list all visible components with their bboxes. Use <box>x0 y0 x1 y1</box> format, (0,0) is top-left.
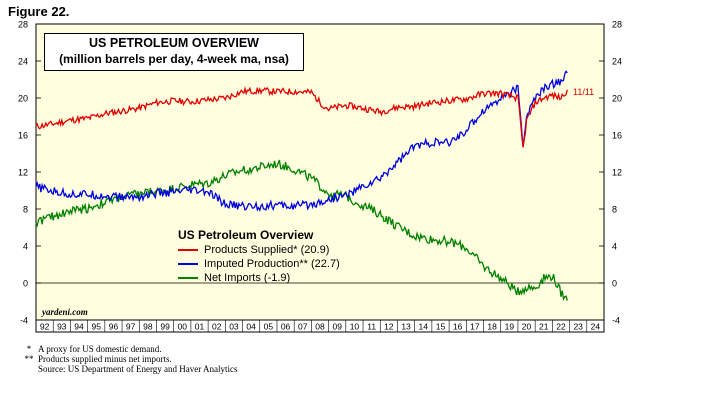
y-tick-label-left: 28 <box>18 20 28 30</box>
x-tick-label: 23 <box>573 322 583 332</box>
legend-label: Imputed Production** (22.7) <box>204 258 340 270</box>
y-tick-label-left: -4 <box>20 316 28 326</box>
x-tick-label: 12 <box>384 322 394 332</box>
x-tick-label: 21 <box>539 322 549 332</box>
legend-swatch-red <box>178 249 198 251</box>
y-tick-label-left: 8 <box>23 205 28 215</box>
y-tick-label-left: 0 <box>23 279 28 289</box>
legend-item-net-imports: Net Imports (-1.9) <box>178 271 340 285</box>
x-tick-label: 18 <box>487 322 497 332</box>
y-tick-label-right: 20 <box>612 94 622 104</box>
x-tick-label: 11 <box>367 322 376 332</box>
legend-label: Net Imports (-1.9) <box>204 272 291 284</box>
x-tick-label: 03 <box>229 322 239 332</box>
y-tick-label-right: 0 <box>612 279 617 289</box>
x-tick-label: 97 <box>126 322 136 332</box>
legend-item-imputed-production: Imputed Production** (22.7) <box>178 257 340 271</box>
x-tick-label: 02 <box>212 322 222 332</box>
y-tick-label-right: 24 <box>612 57 622 67</box>
x-tick-label: 19 <box>505 322 515 332</box>
y-tick-label-right: 28 <box>612 20 622 30</box>
x-tick-label: 24 <box>591 322 601 332</box>
x-tick-label: 16 <box>453 322 463 332</box>
x-tick-label: 04 <box>246 322 256 332</box>
legend: US Petroleum Overview Products Supplied*… <box>178 228 340 285</box>
x-tick-label: 10 <box>350 322 360 332</box>
end-date-label: 11/11 <box>573 87 595 97</box>
y-tick-label-right: 16 <box>612 131 622 141</box>
legend-item-products-supplied: Products Supplied* (20.9) <box>178 243 340 257</box>
x-tick-label: 92 <box>40 322 50 332</box>
footnote-text: Products supplied minus net imports. <box>38 354 172 364</box>
series-line-blue <box>35 70 568 212</box>
y-tick-label-left: 12 <box>18 168 28 178</box>
x-tick-label: 17 <box>470 322 480 332</box>
x-tick-label: 22 <box>556 322 566 332</box>
x-tick-label: 01 <box>195 322 205 332</box>
legend-swatch-green <box>178 277 198 279</box>
figure-label: Figure 22. <box>8 4 70 19</box>
x-tick-label: 20 <box>522 322 532 332</box>
x-tick-label: 99 <box>160 322 170 332</box>
y-tick-label-right: -4 <box>612 316 620 326</box>
footnote-text: A proxy for US domestic demand. <box>38 344 162 354</box>
source-watermark: yardeni.com <box>42 307 88 317</box>
x-tick-label: 13 <box>401 322 411 332</box>
y-tick-label-right: 12 <box>612 168 622 178</box>
legend-label: Products Supplied* (20.9) <box>204 244 330 256</box>
x-tick-label: 98 <box>143 322 153 332</box>
x-tick-label: 95 <box>92 322 102 332</box>
y-tick-label-left: 4 <box>23 242 28 252</box>
legend-title: US Petroleum Overview <box>178 228 314 242</box>
series-group <box>35 70 568 301</box>
x-tick-label: 08 <box>315 322 325 332</box>
footnote-marker: ** <box>24 354 34 364</box>
y-tick-label-left: 16 <box>18 131 28 141</box>
footnote: ** Products supplied minus net imports. <box>20 354 238 364</box>
x-tick-label: 07 <box>298 322 308 332</box>
y-tick-label-left: 20 <box>18 94 28 104</box>
footnote-marker: * <box>26 344 32 354</box>
x-tick-label: 15 <box>436 322 446 332</box>
x-tick-label: 93 <box>57 322 67 332</box>
chart-title-box: US PETROLEUM OVERVIEW (million barrels p… <box>44 33 304 71</box>
x-tick-label: 09 <box>332 322 342 332</box>
x-tick-label: 96 <box>109 322 119 332</box>
chart-title: US PETROLEUM OVERVIEW <box>89 36 259 50</box>
x-tick-label: 06 <box>281 322 291 332</box>
source-line: Source: US Department of Energy and Have… <box>38 364 238 374</box>
x-tick-label: 94 <box>74 322 84 332</box>
x-tick-label: 14 <box>419 322 429 332</box>
chart-subtitle: (million barrels per day, 4-week ma, nsa… <box>59 52 289 66</box>
legend-swatch-blue <box>178 263 198 265</box>
y-tick-label-left: 24 <box>18 57 28 67</box>
y-tick-label-right: 8 <box>612 205 617 215</box>
y-tick-label-right: 4 <box>612 242 617 252</box>
series-line-red <box>35 86 568 148</box>
footnotes: * A proxy for US domestic demand. ** Pro… <box>20 344 238 374</box>
x-tick-label: 00 <box>178 322 188 332</box>
footnote: * A proxy for US domestic demand. <box>20 344 238 354</box>
x-tick-label: 05 <box>264 322 274 332</box>
